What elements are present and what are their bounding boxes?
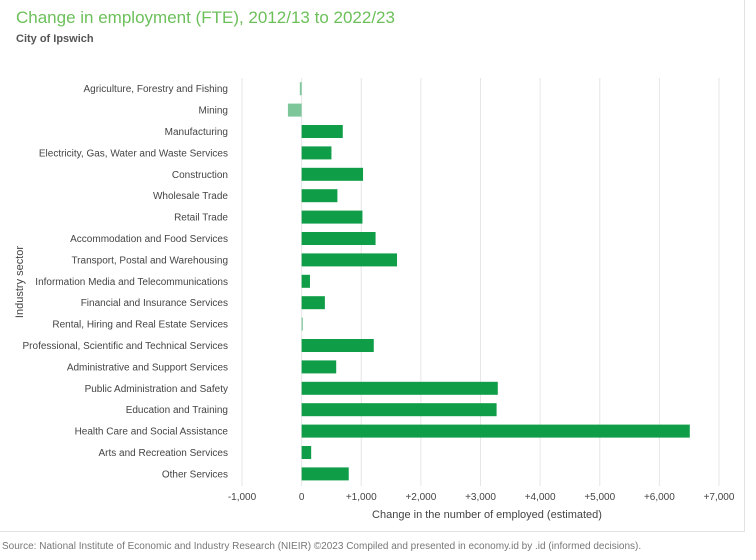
category-label: Retail Trade [174, 213, 228, 224]
bar [301, 381, 498, 395]
bar [301, 360, 337, 374]
x-tick-label: +4,000 [525, 492, 556, 503]
bar [301, 339, 374, 352]
category-label: Accommodation and Food Services [70, 234, 228, 245]
bar [287, 103, 302, 117]
source-note: Source: National Institute of Economic a… [2, 541, 642, 552]
category-label: Public Administration and Safety [85, 384, 228, 395]
bar [301, 274, 310, 288]
x-tick-label: +1,000 [346, 492, 377, 503]
bar [301, 125, 343, 138]
bar [301, 296, 325, 310]
bar [301, 232, 376, 245]
bar [301, 403, 497, 417]
category-label: Other Services [162, 469, 228, 480]
bar [299, 82, 302, 96]
category-label: Financial and Insurance Services [81, 298, 228, 309]
x-tick-label: 0 [299, 492, 305, 503]
category-label: Education and Training [126, 405, 228, 416]
category-label: Health Care and Social Assistance [75, 427, 229, 438]
category-label: Professional, Scientific and Technical S… [23, 341, 228, 352]
category-label: Rental, Hiring and Real Estate Services [52, 320, 228, 331]
x-tick-label: +5,000 [584, 492, 615, 503]
bar [301, 210, 363, 224]
bars [287, 82, 690, 481]
category-label: Administrative and Support Services [67, 362, 228, 373]
bar-chart: Agriculture, Forestry and Fishing Mining M… [14, 78, 735, 521]
category-label: Transport, Postal and Warehousing [71, 255, 228, 266]
x-tick-labels: -1,000 0 +1,000 +2,000 +3,000 +4,000 +5,000 +6,… [228, 492, 735, 503]
bar [301, 189, 338, 203]
bar [301, 446, 312, 459]
bar [301, 467, 349, 481]
category-label: Arts and Recreation Services [98, 448, 228, 459]
category-label: Construction [172, 170, 228, 181]
category-label: Agriculture, Forestry and Fishing [83, 84, 228, 95]
x-tick-label: +2,000 [405, 492, 436, 503]
chart-subtitle: City of Ipswich [16, 33, 94, 45]
bar [301, 167, 364, 181]
category-label: Mining [199, 106, 228, 117]
category-label: Manufacturing [165, 127, 228, 138]
x-axis-title: Change in the number of employed (estima… [372, 509, 602, 521]
category-label: Electricity, Gas, Water and Waste Servic… [39, 148, 228, 159]
bar [301, 253, 398, 267]
x-tick-label: -1,000 [228, 492, 257, 503]
x-tick-label: +7,000 [704, 492, 735, 503]
category-label: Information Media and Telecommunications [35, 277, 228, 288]
bar [301, 424, 690, 438]
x-tick-label: +3,000 [465, 492, 496, 503]
chart-title: Change in employment (FTE), 2012/13 to 2… [16, 8, 395, 27]
bar [301, 146, 332, 160]
category-labels: Agriculture, Forestry and Fishing Mining M… [23, 84, 229, 480]
bar [301, 317, 303, 331]
y-axis-title: Industry sector [14, 246, 26, 318]
category-label: Wholesale Trade [153, 191, 228, 202]
x-tick-label: +6,000 [644, 492, 675, 503]
